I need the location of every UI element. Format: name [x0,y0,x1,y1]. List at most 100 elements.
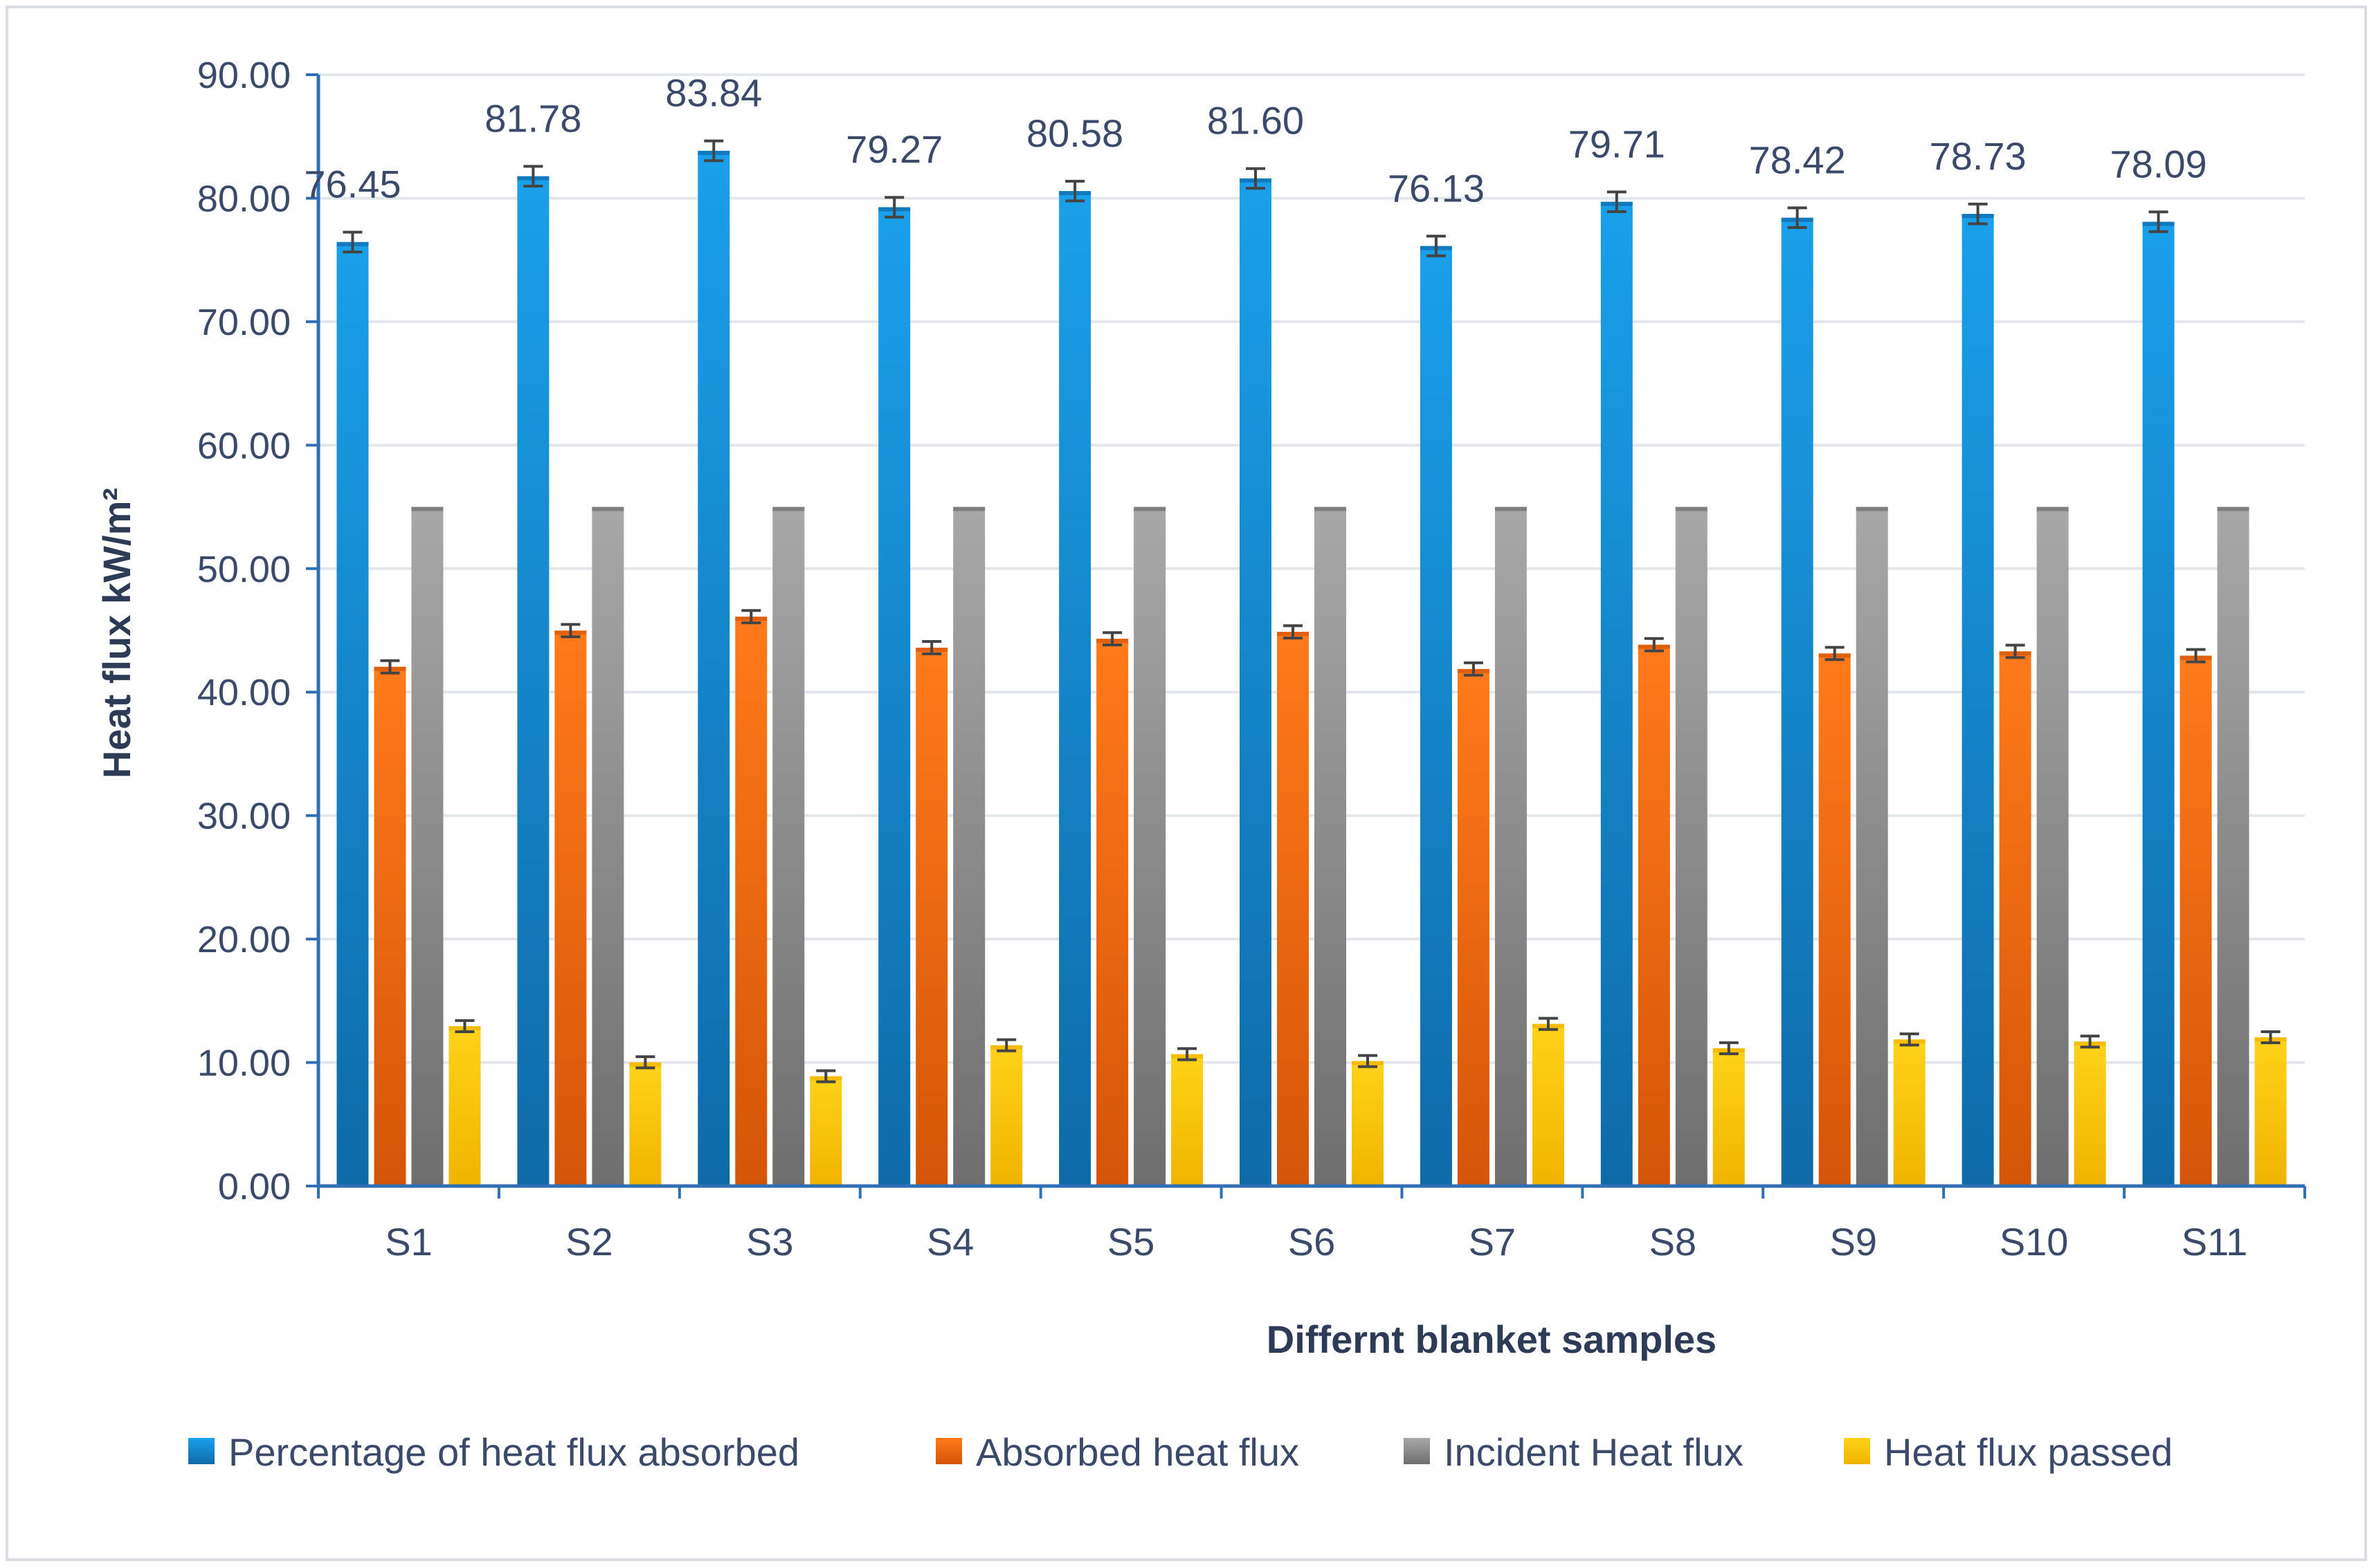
bar-absorbed-heat-flux-s7 [1457,668,1489,1186]
bar-percentage-of-heat-flux-absorbed-s4 [878,207,911,1186]
x-tick-label: S6 [1288,1220,1336,1264]
bar-absorbed-heat-flux-s6 [1277,632,1309,1186]
bar-cap [1134,507,1166,511]
x-tick-label: S4 [927,1220,975,1264]
x-tick-label: S10 [2000,1220,2069,1264]
bar-cap [411,507,444,511]
legend-label: Percentage of heat flux absorbed [228,1430,799,1474]
bar-absorbed-heat-flux-s8 [1638,644,1670,1186]
data-label: 79.71 [1568,122,1665,165]
legend-label: Heat flux passed [1884,1430,2173,1474]
bar-percentage-of-heat-flux-absorbed-s2 [517,176,550,1186]
x-tick-label: S2 [565,1220,613,1264]
x-tick-label: S3 [746,1220,794,1264]
bar-incident-heat-flux-s1 [411,507,444,1186]
bar-incident-heat-flux-s7 [1494,507,1527,1186]
data-label: 78.09 [2110,142,2207,185]
bar-heat-flux-passed-s7 [1532,1023,1564,1186]
bars [336,139,2287,1187]
bar-heat-flux-passed-s8 [1712,1048,1745,1186]
legend-label: Incident Heat flux [1444,1430,1743,1474]
y-tick-label: 60.00 [197,425,291,466]
bar-heat-flux-passed-s2 [629,1062,662,1186]
bar-absorbed-heat-flux-s9 [1818,653,1851,1186]
bar-incident-heat-flux-s2 [592,507,624,1186]
bar-cap [2217,507,2249,511]
data-label: 81.78 [484,96,581,140]
bar-heat-flux-passed-s10 [2074,1041,2106,1186]
y-tick-label: 0.00 [218,1166,291,1207]
axes [306,73,2306,1198]
bar-heat-flux-passed-s9 [1893,1039,1926,1186]
x-tick-label: S5 [1107,1220,1155,1264]
labels: 0.00 10.00 20.00 30.00 40.00 50.00 60.00 70.00 8… [197,55,2247,1264]
data-label: 79.27 [846,127,943,171]
legend-swatch [1844,1438,1870,1464]
y-tick-label: 50.00 [197,549,291,590]
bar-incident-heat-flux-s8 [1675,507,1707,1186]
x-tick-label: S7 [1469,1220,1516,1264]
y-tick-label: 20.00 [197,919,291,960]
data-label: 78.73 [1930,134,2027,178]
bar-incident-heat-flux-s10 [2036,507,2069,1186]
bar-percentage-of-heat-flux-absorbed-s5 [1059,191,1091,1186]
x-axis-title: Differnt blanket samples [1267,1318,1716,1361]
x-tick-label: S1 [385,1220,433,1264]
bar-heat-flux-passed-s3 [810,1076,842,1186]
bar-heat-flux-passed-s6 [1352,1061,1384,1186]
x-tick-label: S8 [1649,1220,1697,1264]
legend-swatch [1404,1438,1430,1464]
bar-incident-heat-flux-s5 [1134,507,1166,1186]
data-label: 78.42 [1749,138,1846,181]
legend-swatch [936,1438,962,1464]
y-tick-label: 10.00 [197,1043,291,1084]
y-axis-title: Heat flux kW/m² [95,488,138,778]
bar-percentage-of-heat-flux-absorbed-s1 [336,241,369,1186]
bar-cap [1675,507,1707,511]
y-tick-label: 80.00 [197,178,291,219]
data-label: 83.84 [665,71,762,115]
bar-heat-flux-passed-s1 [448,1025,481,1186]
y-tick-label: 70.00 [197,302,291,343]
data-label: 80.58 [1026,111,1123,155]
bar-absorbed-heat-flux-s10 [1999,651,2031,1186]
bar-incident-heat-flux-s9 [1856,507,1888,1186]
legend-swatch [188,1438,215,1464]
data-label: 81.60 [1207,99,1304,143]
bar-heat-flux-passed-s4 [990,1045,1023,1186]
bar-percentage-of-heat-flux-absorbed-s6 [1240,178,1271,1187]
bar-cap [1314,507,1346,511]
bar-absorbed-heat-flux-s4 [916,647,948,1186]
x-tick-label: S9 [1829,1220,1877,1264]
bar-absorbed-heat-flux-s11 [2180,655,2212,1186]
bar-cap [592,507,624,511]
bar-incident-heat-flux-s6 [1314,507,1346,1186]
data-label: 76.45 [304,163,401,206]
bar-cap [772,507,805,511]
bar-percentage-of-heat-flux-absorbed-s8 [1600,201,1633,1186]
bar-percentage-of-heat-flux-absorbed-s7 [1420,246,1452,1186]
bar-absorbed-heat-flux-s1 [374,666,406,1186]
y-tick-label: 30.00 [197,796,291,837]
bar-percentage-of-heat-flux-absorbed-s9 [1781,217,1813,1186]
bar-percentage-of-heat-flux-absorbed-s3 [698,150,730,1187]
y-tick-label: 40.00 [197,672,291,713]
y-tick-label: 90.00 [197,55,291,96]
bar-cap [953,507,986,511]
bar-heat-flux-passed-s11 [2254,1037,2287,1186]
bar-heat-flux-passed-s5 [1171,1054,1204,1186]
bar-absorbed-heat-flux-s2 [554,630,587,1186]
legend: Percentage of heat flux absorbed Absorbed… [188,1430,2173,1474]
x-tick-label: S11 [2182,1220,2247,1264]
bar-incident-heat-flux-s11 [2217,507,2249,1186]
bar-incident-heat-flux-s3 [772,507,805,1186]
bar-percentage-of-heat-flux-absorbed-s11 [2142,221,2175,1186]
bar-absorbed-heat-flux-s3 [735,617,768,1186]
data-label: 76.13 [1388,166,1485,210]
bar-absorbed-heat-flux-s5 [1096,639,1129,1186]
bar-cap [1494,507,1527,511]
bar-cap [2036,507,2069,511]
bar-incident-heat-flux-s4 [953,507,986,1186]
bar-percentage-of-heat-flux-absorbed-s10 [1961,214,1994,1186]
